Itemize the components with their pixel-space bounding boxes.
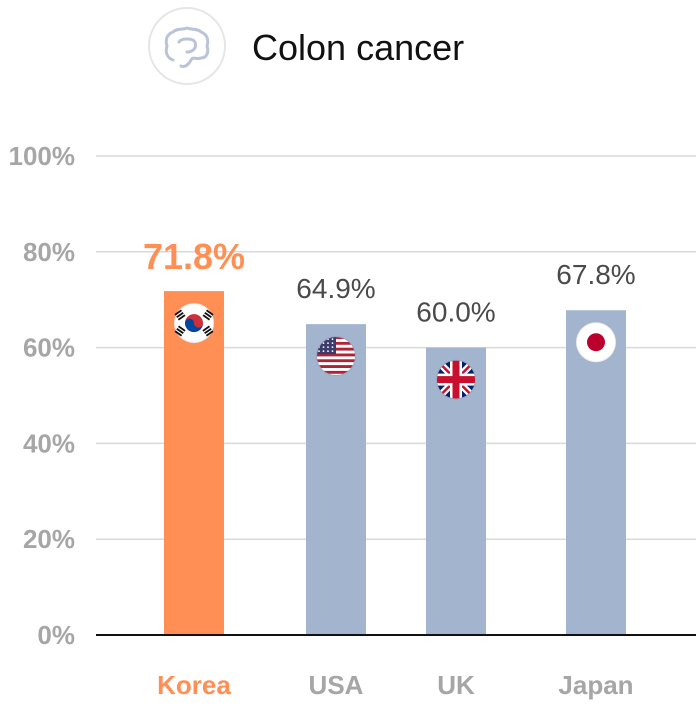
data-label-korea: 71.8% [143, 236, 245, 277]
x-tick-label-japan: Japan [558, 670, 633, 700]
y-tick-label: 80% [23, 237, 75, 267]
data-labels: 71.8% 64.9% 60.0% 67.8% [143, 236, 636, 328]
data-label-uk: 60.0% [416, 297, 495, 328]
data-label-usa: 64.9% [296, 273, 375, 304]
y-tick-label: 20% [23, 524, 75, 554]
colon-organ-icon [148, 7, 226, 85]
korea-flag-icon [174, 303, 214, 344]
bar-korea [164, 291, 224, 635]
bar-usa [306, 324, 366, 635]
y-tick-label: 100% [9, 141, 76, 171]
chart-title: Colon cancer [252, 27, 464, 68]
y-tick-label: 60% [23, 333, 75, 363]
flags [174, 303, 616, 400]
japan-flag-icon [576, 322, 616, 363]
bars [164, 291, 626, 635]
x-tick-label-uk: UK [437, 670, 475, 700]
data-label-japan: 67.8% [556, 259, 635, 290]
usa-flag-icon [316, 336, 356, 377]
y-axis-ticks: 0% 20% 40% 60% 80% 100% [9, 141, 76, 650]
x-tick-label-usa: USA [309, 670, 364, 700]
y-tick-label: 0% [37, 620, 75, 650]
y-tick-label: 40% [23, 428, 75, 458]
x-axis-ticks: Korea USA UK Japan [157, 670, 633, 700]
x-tick-label-korea: Korea [157, 670, 231, 700]
bar-japan [566, 310, 626, 635]
uk-flag-icon [436, 359, 476, 400]
